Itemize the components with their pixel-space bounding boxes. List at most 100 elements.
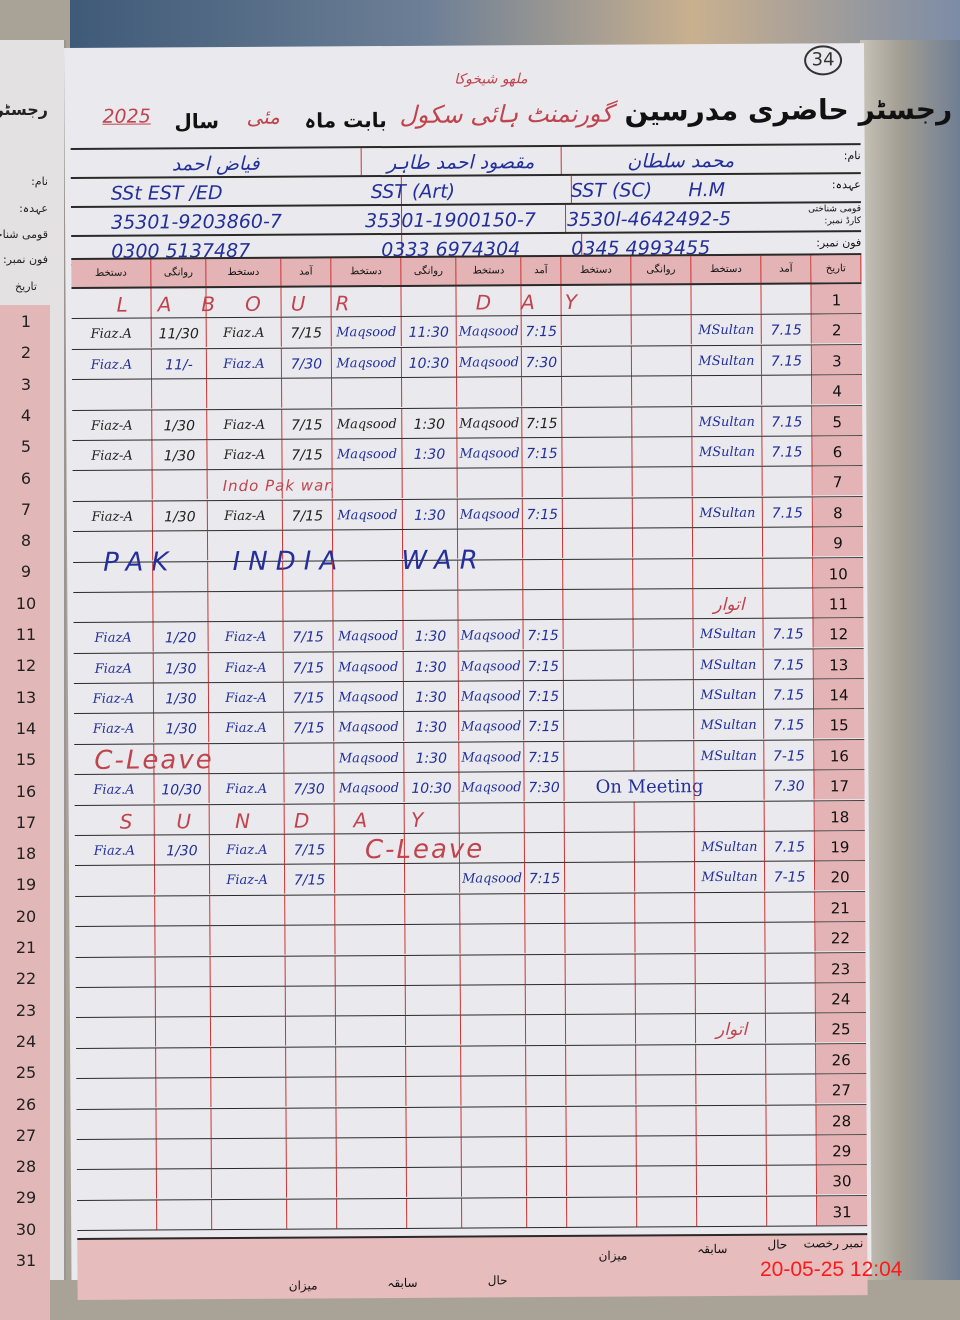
cell-col-0 xyxy=(76,1169,158,1200)
teacher-1-designation: SST (SC) H.M xyxy=(570,178,726,202)
cell-col-4 xyxy=(335,955,406,985)
cell-col-10: MSultan xyxy=(692,436,763,467)
column-header: دستخط xyxy=(561,256,632,284)
cell-col-1: 1/30 xyxy=(154,713,210,743)
page-number: 34 xyxy=(803,45,843,76)
cell-col-5 xyxy=(405,955,461,985)
cell-col-7: 7:15 xyxy=(524,741,565,772)
left-date-4: 4 xyxy=(20,405,32,425)
cell-col-8 xyxy=(562,376,633,407)
cell-col-8 xyxy=(566,1075,637,1106)
cell-col-0 xyxy=(75,1017,157,1048)
cell-col-4 xyxy=(335,925,406,955)
left-page-title: رجسٹر xyxy=(0,100,48,119)
cell-col-4 xyxy=(336,1107,407,1137)
cell-col-4 xyxy=(332,378,403,408)
cell-col-9 xyxy=(632,467,693,497)
table-header: دستخط روانگی دستخط آمد دستخط روانگی دستخط آمد دس… xyxy=(71,253,862,289)
cell-col-7: 7:15 xyxy=(523,650,564,680)
column-header: روانگی xyxy=(631,256,692,284)
cell-col-10: MSultan xyxy=(694,710,765,740)
table-row: 31 xyxy=(77,1195,868,1232)
cell-col-9 xyxy=(634,862,696,892)
cell-col-2: Fiaz.A xyxy=(209,773,285,804)
footer-current-2: حال xyxy=(487,1273,508,1288)
row-date: 24 xyxy=(815,983,866,1013)
cell-col-7: 7:15 xyxy=(524,863,566,893)
cell-col-0 xyxy=(77,1200,158,1230)
page-edge xyxy=(860,40,960,1280)
cell-col-11: 7.15 xyxy=(762,436,813,466)
cell-col-3: 7/15 xyxy=(283,652,334,682)
table-row: 9 PAK INDIA WAR xyxy=(72,527,864,578)
event-note: Indo Pak war. xyxy=(222,476,336,496)
row-date: 18 xyxy=(814,800,865,831)
cell-col-0: Fiaz.A xyxy=(74,835,155,865)
cell-col-7 xyxy=(525,1015,567,1045)
cell-col-9 xyxy=(633,589,694,619)
cell-col-7 xyxy=(523,589,564,620)
row-date: 10 xyxy=(813,557,864,587)
cell-col-0: FiazA xyxy=(73,653,154,683)
row-date: 14 xyxy=(813,679,865,709)
table-row: 1 LABOUR DAY xyxy=(71,284,862,320)
table-row: Fiaz-A 1/30 Fiaz-A 7/15 Maqsood 1:30 Maqsood 7:… xyxy=(72,405,863,441)
column-header: آمد xyxy=(281,258,332,286)
cell-col-1 xyxy=(156,1169,213,1199)
row-date: 8 xyxy=(812,496,863,527)
cell-col-11 xyxy=(765,1013,817,1044)
cell-col-8 xyxy=(566,1136,637,1166)
cell-col-9 xyxy=(633,558,694,589)
table-row: 24 xyxy=(75,983,866,1019)
cell-col-10 xyxy=(695,922,766,953)
cell-col-2: Fiaz-A xyxy=(207,500,283,530)
cell-col-7: 7:15 xyxy=(522,498,563,528)
cell-col-11 xyxy=(764,801,815,831)
cell-col-9 xyxy=(636,1075,697,1105)
cell-col-9 xyxy=(635,953,696,984)
cell-col-3: 7/15 xyxy=(282,408,333,439)
left-date-20: 20 xyxy=(15,906,37,926)
cell-col-9 xyxy=(635,984,696,1014)
cell-col-8 xyxy=(565,893,636,923)
cell-col-4 xyxy=(333,560,404,590)
cell-col-4: Maqsood xyxy=(332,438,403,469)
cell-col-2 xyxy=(210,956,286,986)
cell-col-7 xyxy=(524,802,565,832)
cell-col-6: Maqsood xyxy=(458,620,524,650)
cell-col-2 xyxy=(211,1108,287,1138)
cell-col-5 xyxy=(406,1107,462,1137)
left-date-31: 31 xyxy=(15,1251,37,1270)
cnic-label: قومی شناختی کارڈ نمبر: xyxy=(808,204,862,227)
cell-col-3 xyxy=(286,1168,338,1198)
cell-col-11 xyxy=(766,1044,817,1074)
left-date-14: 14 xyxy=(15,718,37,738)
row-date: 5 xyxy=(812,405,863,435)
cell-col-2 xyxy=(212,1199,288,1229)
cell-col-3 xyxy=(285,895,336,925)
left-date-24: 24 xyxy=(15,1031,37,1051)
column-header: دستخط xyxy=(331,257,402,286)
cell-col-10 xyxy=(695,892,766,922)
cell-col-1 xyxy=(155,987,211,1017)
cell-col-4: Maqsood xyxy=(334,773,405,803)
cell-col-2: Fiaz-A xyxy=(209,865,286,895)
cell-col-7: 7:15 xyxy=(523,681,565,711)
cell-col-8 xyxy=(565,1014,637,1045)
footer-previous: سابقہ xyxy=(697,1241,728,1257)
cell-col-11 xyxy=(766,1165,818,1196)
name-label: نام: xyxy=(843,149,861,163)
cell-col-8 xyxy=(564,832,635,862)
cell-col-6 xyxy=(461,1045,527,1076)
cell-col-9 xyxy=(631,315,692,345)
photo-timestamp: 20-05-25 12:04 xyxy=(760,1258,903,1281)
cell-col-6: Maqsood xyxy=(457,407,523,438)
cell-col-6 xyxy=(460,954,526,985)
table-footer: نمبر رخصت حال سابقہ میزان حال سابقہ میزا… xyxy=(77,1233,868,1300)
left-date-26: 26 xyxy=(15,1094,37,1114)
cell-col-10 xyxy=(696,1166,768,1196)
cell-col-3 xyxy=(285,986,336,1016)
row-date: 7 xyxy=(812,466,863,496)
cell-col-1: 1/30 xyxy=(152,500,208,531)
cell-col-7 xyxy=(526,1167,568,1197)
